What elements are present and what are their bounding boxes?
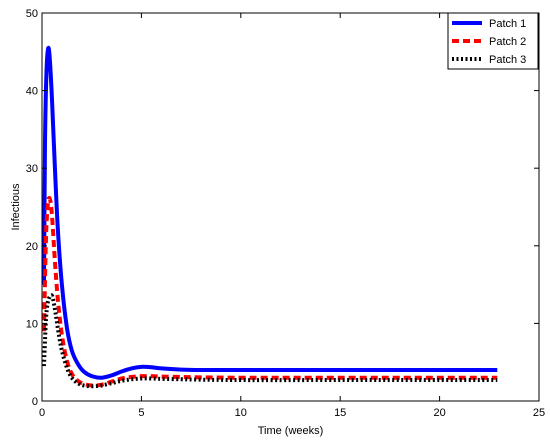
y-tick-label: 0 xyxy=(32,396,38,408)
x-tick-label: 5 xyxy=(138,407,144,419)
x-tick-label: 15 xyxy=(334,407,346,419)
y-tick-label: 30 xyxy=(26,163,38,175)
y-tick-label: 20 xyxy=(26,241,38,253)
x-tick-label: 25 xyxy=(533,407,545,419)
legend-label-patch-1: Patch 1 xyxy=(489,18,526,30)
series-line-patch-1 xyxy=(41,45,498,380)
plot-frame xyxy=(41,12,540,402)
legend-label-patch-2: Patch 2 xyxy=(489,36,526,48)
x-axis-label: Time (weeks) xyxy=(258,425,324,437)
legend: Patch 1 Patch 2 Patch 3 xyxy=(447,12,539,70)
y-tick-label: 40 xyxy=(26,86,38,98)
x-tick-label: 10 xyxy=(235,407,247,419)
x-tick-label: 0 xyxy=(39,407,45,419)
x-tick-label: 20 xyxy=(433,407,445,419)
y-tick-label: 10 xyxy=(26,318,38,330)
plot-area xyxy=(42,13,539,401)
series-layer xyxy=(41,45,498,389)
y-tick-label: 50 xyxy=(26,8,38,20)
series-line-patch-3 xyxy=(41,293,498,389)
y-axis-label: Infectious xyxy=(10,183,22,231)
ticks-layer: 0 5 10 15 20 25 0 10 20 30 40 50 xyxy=(26,8,545,419)
legend-label-patch-3: Patch 3 xyxy=(489,54,526,66)
